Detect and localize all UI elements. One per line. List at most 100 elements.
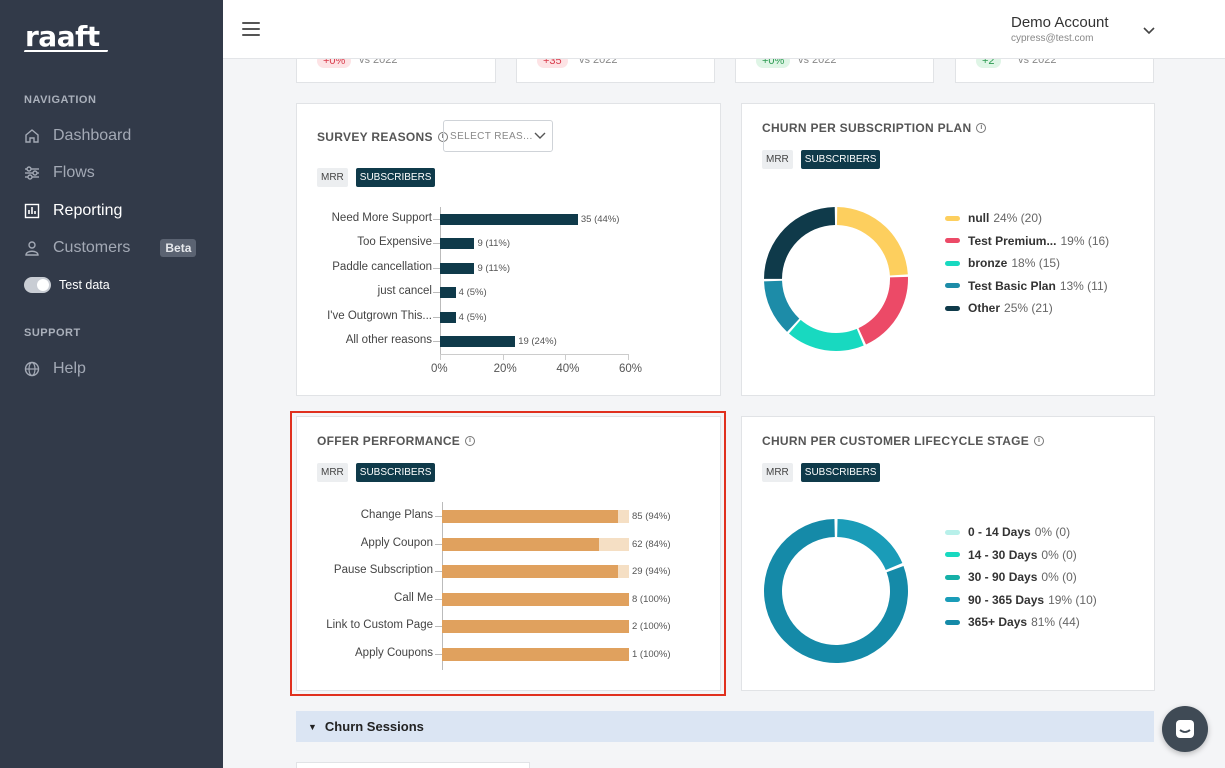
legend-label: 365+ Days: [968, 615, 1028, 629]
test-data-toggle-row[interactable]: Test data: [24, 277, 110, 293]
bar: [440, 311, 456, 323]
beta-badge: Beta: [160, 239, 197, 257]
legend-value: 0% (0): [1041, 547, 1077, 562]
account-name[interactable]: Demo Account: [1011, 14, 1109, 31]
legend-value: 19% (10): [1048, 592, 1097, 607]
x-tick-label: 40%: [556, 363, 580, 375]
sidebar-item-customers[interactable]: Customers Beta: [24, 233, 204, 263]
bar-value-label: 62 (84%): [632, 538, 671, 550]
y-tick: [435, 626, 442, 628]
metric-toggle: MRR SUBSCRIBERS: [762, 463, 888, 482]
legend-item: Other 25% (21): [945, 301, 1053, 315]
legend-item: 30 - 90 Days 0% (0): [945, 570, 1077, 584]
subscribers-toggle-button[interactable]: SUBSCRIBERS: [355, 168, 436, 187]
bar: [440, 238, 475, 250]
legend-swatch: [945, 552, 960, 557]
card-title: CHURN PER SUBSCRIPTION PLAN i: [762, 121, 987, 135]
sidebar-item-help[interactable]: Help: [24, 354, 204, 384]
legend-item: 14 - 30 Days 0% (0): [945, 548, 1077, 562]
bar: [440, 214, 578, 225]
mrr-toggle-button[interactable]: MRR: [762, 463, 793, 482]
chevron-down-icon[interactable]: [1143, 22, 1155, 40]
bar-label: Too Expensive: [357, 236, 432, 249]
menu-icon[interactable]: [242, 22, 260, 36]
sidebar-item-label: Customers: [53, 239, 131, 256]
bar: [440, 287, 456, 299]
bar-value-label: 85 (94%): [632, 511, 671, 522]
y-tick: [435, 598, 442, 600]
legend-label: 30 - 90 Days: [968, 570, 1038, 584]
bar-label: just cancel: [377, 285, 432, 298]
legend-item: 90 - 365 Days 19% (10): [945, 593, 1097, 607]
bar-value-label: 4 (5%): [458, 311, 487, 323]
legend-value: 24% (20): [993, 211, 1043, 225]
info-icon[interactable]: i: [976, 123, 987, 133]
y-tick: [433, 267, 440, 269]
y-tick: [435, 543, 442, 545]
sidebar: raaft NAVIGATION Dashboard Flows Reporti…: [0, 0, 223, 768]
legend-value: 0% (0): [1041, 570, 1077, 584]
info-icon[interactable]: i: [465, 436, 476, 446]
bar-label: Paddle cancellation: [332, 260, 432, 273]
bar-label: Link to Custom Page: [326, 619, 433, 632]
legend-label: 90 - 365 Days: [968, 592, 1045, 607]
test-data-toggle[interactable]: [24, 277, 51, 293]
bar-label: Change Plans: [360, 509, 433, 521]
y-tick: [435, 516, 442, 517]
subscribers-toggle-button[interactable]: SUBSCRIBERS: [800, 463, 881, 482]
legend-item: Test Basic Plan 13% (11): [945, 279, 1108, 293]
churn-sessions-toggle[interactable]: ▼ Churn Sessions: [296, 711, 1154, 742]
bar: [442, 648, 629, 661]
y-tick: [433, 292, 440, 294]
sidebar-item-reporting[interactable]: Reporting: [24, 196, 204, 226]
mrr-toggle-button[interactable]: MRR: [762, 150, 793, 169]
user-icon: [24, 240, 40, 256]
chat-button[interactable]: [1162, 706, 1208, 752]
legend-value: 81% (44): [1031, 615, 1080, 629]
legend-label: Other: [968, 301, 1001, 315]
bar-value-label: 29 (94%): [632, 566, 671, 578]
test-data-label: Test data: [59, 278, 110, 292]
subscribers-toggle-button[interactable]: SUBSCRIBERS: [355, 463, 436, 482]
bar-value-label: 8 (100%): [632, 593, 671, 605]
y-tick: [433, 243, 440, 245]
bar-value-label: 2 (100%): [632, 621, 671, 633]
legend-item: 0 - 14 Days 0% (0): [945, 525, 1070, 539]
bar-label: All other reasons: [345, 334, 432, 346]
legend-value: 0% (0): [1034, 525, 1071, 539]
top-header: Demo Account cypress@test.com: [223, 0, 1225, 59]
bar-value-label: 19 (24%): [518, 336, 557, 347]
bar: [442, 537, 600, 551]
legend-swatch: [945, 215, 960, 221]
legend-item: bronze 18% (15): [945, 256, 1060, 270]
reason-select[interactable]: SELECT REAS...: [443, 120, 553, 152]
sidebar-item-flows[interactable]: Flows: [24, 158, 204, 188]
x-tick-label: 0%: [431, 363, 448, 375]
y-tick: [435, 571, 442, 573]
churn-lifecycle-card: CHURN PER CUSTOMER LIFECYCLE STAGE i MRR …: [741, 416, 1155, 691]
y-tick: [433, 341, 440, 342]
info-icon[interactable]: i: [1034, 436, 1045, 446]
mrr-toggle-button[interactable]: MRR: [317, 463, 348, 482]
bar: [440, 262, 475, 274]
bar: [440, 336, 516, 347]
sidebar-item-label: Dashboard: [53, 127, 132, 144]
raaft-logo[interactable]: raaft: [25, 20, 100, 53]
card-title: SURVEY REASONS i: [317, 130, 448, 144]
navigation-section-title: NAVIGATION: [24, 94, 97, 106]
x-tick: [502, 354, 504, 360]
legend-swatch: [945, 529, 960, 535]
home-icon: [24, 128, 40, 144]
bar: [442, 592, 629, 606]
bar-value-label: 9 (11%): [477, 238, 511, 250]
chevron-down-icon: ▼: [308, 721, 317, 732]
info-icon[interactable]: i: [437, 132, 448, 142]
survey-reasons-card: SURVEY REASONS i SELECT REAS... MRR SUBSC…: [296, 103, 721, 396]
sidebar-item-dashboard[interactable]: Dashboard: [24, 121, 204, 151]
x-tick-label: 20%: [493, 363, 517, 375]
x-tick: [565, 354, 567, 360]
subscribers-toggle-button[interactable]: SUBSCRIBERS: [800, 150, 881, 169]
mrr-toggle-button[interactable]: MRR: [317, 168, 348, 187]
legend-swatch: [945, 305, 960, 311]
bar-value-label: 9 (11%): [477, 262, 511, 274]
